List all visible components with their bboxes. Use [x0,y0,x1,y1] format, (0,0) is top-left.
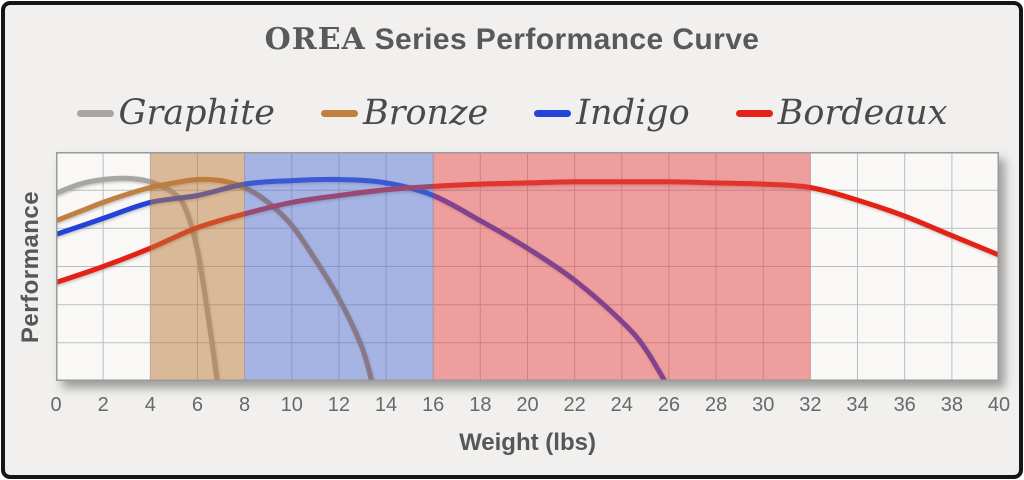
legend-label-bordeaux: Bordeaux [777,92,948,133]
x-tick-10: 10 [280,394,303,416]
chart-title-brand: OREA [264,22,366,57]
band-bordeaux-zone [433,152,811,381]
x-tick-0: 0 [50,394,62,416]
x-tick-12: 12 [327,394,351,416]
x-tick-26: 26 [657,394,681,416]
legend-label-bronze: Bronze [363,92,489,133]
plot-border [56,152,999,381]
legend-label-indigo: Indigo [576,92,690,133]
chart-title-rest: Series Performance Curve [365,23,760,56]
legend-swatch-bronze [321,109,358,117]
x-tick-14: 14 [374,394,398,416]
band-bronze-zone [150,152,245,381]
band-indigo-zone [244,152,434,381]
x-tick-8: 8 [239,394,251,416]
x-tick-20: 20 [516,394,539,416]
x-axis-ticks: 0 2 4 6 8 10 12 14 16 18 20 22 24 26 28 30 32 34 36 38 40 [50,394,1010,420]
x-tick-24: 24 [610,394,633,416]
x-tick-30: 30 [752,394,775,416]
x-tick-2: 2 [97,394,109,416]
chart-legend: Graphite Bronze Indigo Bordeaux [5,85,1019,141]
legend-item-bronze: Bronze [321,92,489,133]
plot-area [56,152,999,381]
x-axis-label: Weight (lbs) [459,429,596,456]
x-tick-34: 34 [846,394,869,416]
x-tick-4: 4 [144,394,156,416]
x-tick-38: 38 [940,394,963,416]
legend-swatch-bordeaux [735,109,773,117]
x-tick-22: 22 [563,394,586,416]
x-tick-18: 18 [469,394,492,416]
x-tick-40: 40 [987,394,1011,416]
x-tick-6: 6 [191,394,203,416]
x-tick-16: 16 [422,394,445,416]
legend-item-graphite: Graphite [76,92,275,133]
chart-title: OREA Series Performance Curve [5,22,1019,57]
x-tick-32: 32 [799,394,822,416]
legend-item-bordeaux: Bordeaux [735,92,948,133]
legend-label-graphite: Graphite [118,92,275,133]
legend-swatch-indigo [534,109,572,117]
legend-swatch-graphite [76,109,114,117]
x-tick-36: 36 [893,394,916,416]
x-tick-28: 28 [704,394,728,416]
legend-item-indigo: Indigo [534,92,690,133]
y-axis-label-wrap: Performance [9,152,53,381]
y-axis-label: Performance [17,190,45,343]
plot-svg [56,152,999,381]
